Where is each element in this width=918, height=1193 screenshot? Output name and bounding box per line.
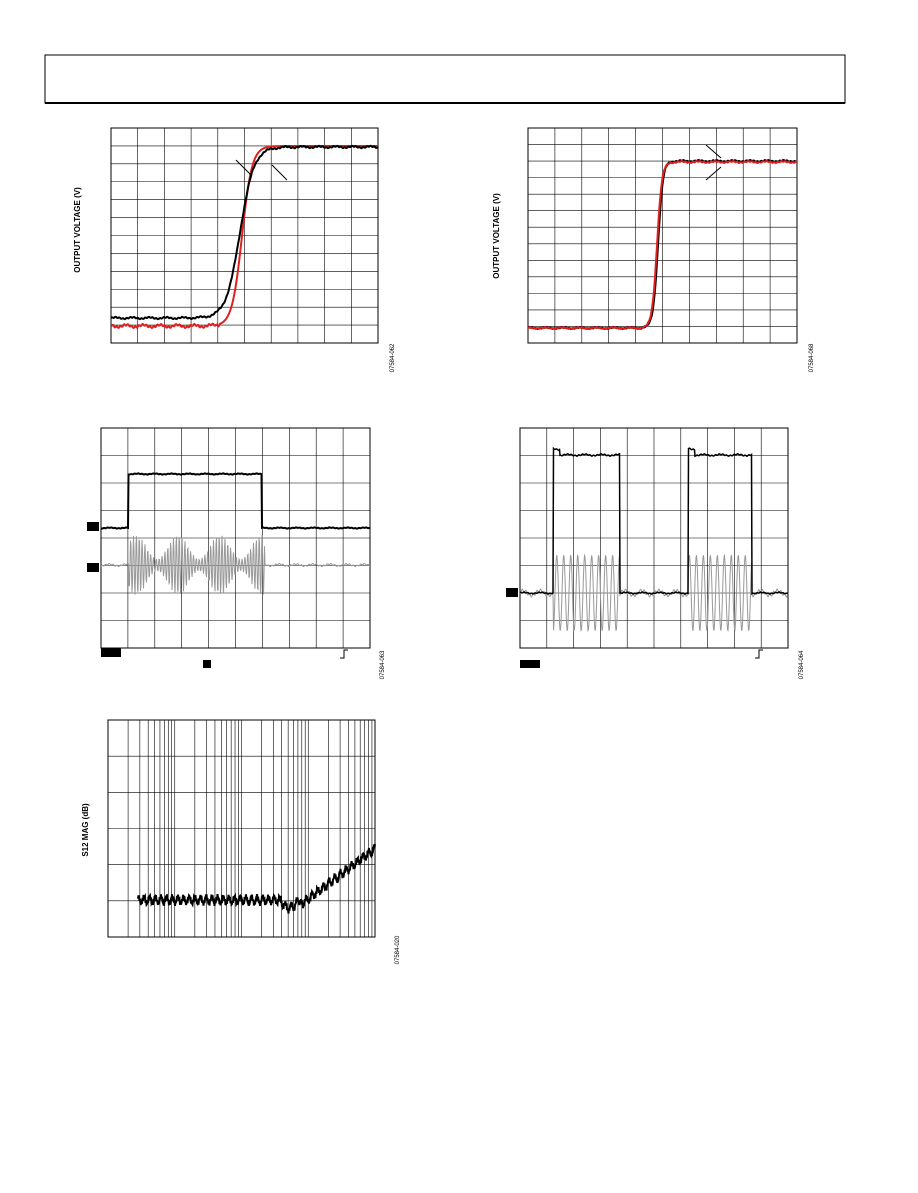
trace-red [527, 159, 798, 331]
figures [87, 127, 798, 938]
scope-marker [87, 563, 99, 572]
annotation-arrow [705, 144, 722, 181]
y-axis-label: OUTPUT VOLTAGE (V) [73, 187, 82, 273]
scope-marker [520, 660, 540, 668]
trace-black [100, 472, 370, 530]
figure-code: 07584-020 [395, 935, 401, 964]
y-axis-label: OUTPUT VOLTAGE (V) [492, 193, 501, 279]
trace-grey [100, 535, 371, 595]
figure-code: 07584-062 [390, 343, 396, 372]
scope-marker [101, 648, 121, 657]
annotation-arrow [235, 159, 288, 181]
header-box [44, 54, 846, 104]
trace-black [137, 843, 376, 914]
y-axis-label: S12 MAG (dB) [81, 803, 90, 857]
figure-code: 07584-064 [799, 650, 805, 679]
trigger-icon [755, 649, 763, 659]
scope-marker [87, 522, 99, 531]
scope-marker [203, 660, 211, 668]
scope-marker [506, 588, 518, 597]
trigger-icon [340, 649, 348, 659]
trace-black [110, 144, 379, 321]
figure-code: 07584-068 [809, 343, 815, 372]
trace-grey [519, 553, 789, 633]
figure-code: 07584-063 [380, 650, 386, 679]
trace-black [519, 446, 789, 596]
